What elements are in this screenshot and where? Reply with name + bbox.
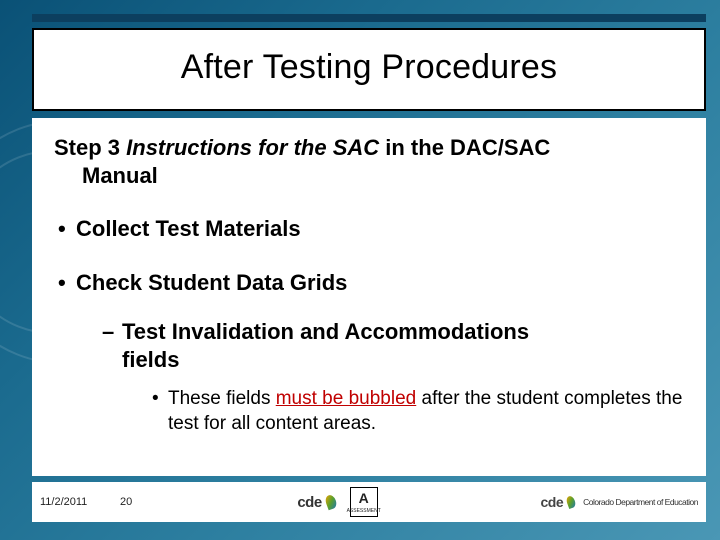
subsub-prefix: These fields (168, 388, 276, 409)
cde-logo-text: cde (297, 494, 321, 511)
top-accent-bar (32, 14, 706, 22)
footer: 11/2/2011 20 cde A ASSESSMENT cde Colora… (32, 482, 706, 522)
flame-icon (565, 495, 577, 509)
subsub-red: must be bubbled (276, 388, 417, 409)
bullet-1: Collect Test Materials (54, 215, 684, 243)
body-box: Step 3 Instructions for the SAC in the D… (32, 118, 706, 476)
assessment-logo: A ASSESSMENT (350, 487, 378, 517)
step-rest1: in the DAC/SAC (379, 135, 550, 160)
dept-label: Colorado Department of Education (583, 497, 698, 507)
assessment-label: ASSESSMENT (347, 509, 381, 514)
step-emph: Instructions for the SAC (126, 135, 379, 160)
footer-date: 11/2/2011 (40, 496, 120, 508)
title-box: After Testing Procedures (32, 28, 706, 111)
assessment-a: A (359, 491, 369, 505)
step-prefix: Step 3 (54, 135, 126, 160)
step-line2: Manual (54, 162, 684, 190)
bullet-2-text: Check Student Data Grids (76, 270, 347, 295)
step-heading: Step 3 Instructions for the SAC in the D… (54, 134, 684, 189)
flame-icon (324, 494, 338, 511)
subbullet-1: Test Invalidation and Accommodations fie… (98, 318, 684, 436)
subbullet-1-line1: Test Invalidation and Accommodations (122, 319, 529, 344)
bullet-list-level3: These fields must be bubbled after the s… (122, 387, 684, 436)
bullet-list-level2: Test Invalidation and Accommodations fie… (76, 318, 684, 436)
slide-title: After Testing Procedures (44, 48, 694, 87)
subbullet-1-line2: fields (122, 347, 179, 372)
bullet-list-level1: Collect Test Materials Check Student Dat… (54, 215, 684, 436)
bullet-2: Check Student Data Grids Test Invalidati… (54, 269, 684, 437)
cde-logo-text-2: cde (540, 494, 563, 510)
footer-page: 20 (120, 496, 170, 508)
cde-logo-center: cde (297, 494, 335, 511)
subsubbullet-1: These fields must be bubbled after the s… (148, 387, 684, 436)
cde-logo-right: cde Colorado Department of Education (540, 494, 698, 510)
slide: After Testing Procedures Step 3 Instruct… (0, 0, 720, 540)
